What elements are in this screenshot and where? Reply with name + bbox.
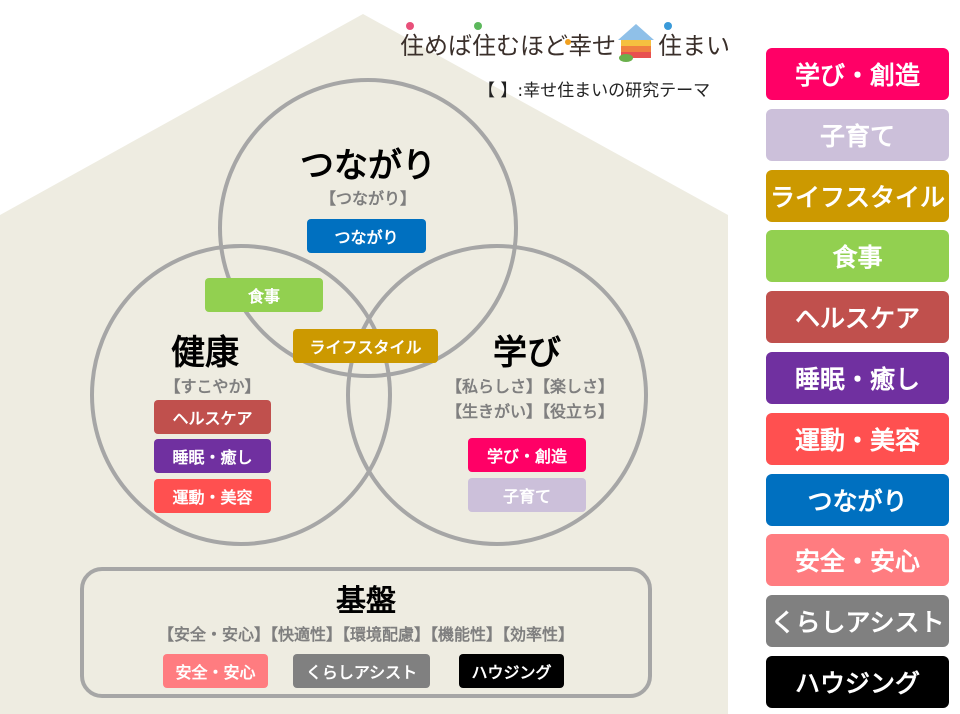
connection-title: つながり: [300, 146, 436, 186]
base-title: 基盤: [336, 584, 396, 619]
tag-sleep: 睡眠・癒し: [154, 439, 271, 473]
legend-item: 子育て: [766, 108, 949, 161]
legend-item: 学び・創造: [766, 48, 949, 100]
legend-item: 安全・安心: [766, 534, 949, 587]
tag-safety: 安全・安心: [163, 654, 268, 688]
connection-sub: 【つながり】: [319, 189, 416, 208]
tag-exercise: 運動・美容: [154, 479, 271, 513]
svg-text:住めば住むほど幸せ: 住めば住むほど幸せ: [400, 32, 616, 60]
base-box: [80, 567, 652, 698]
house-logo-icon: [618, 24, 654, 62]
legend-note: 【 】:幸せ住まいの研究テーマ: [478, 81, 711, 101]
legend-item: つながり: [766, 473, 949, 526]
base-sub: 【安全・安心】【快適性】【環境配慮】【機能性】【効率性】: [157, 625, 574, 644]
legend-item: 睡眠・癒し: [766, 352, 949, 404]
learning-sub1: 【私らしさ】【楽しさ】: [445, 377, 614, 396]
tag-food: 食事: [205, 278, 323, 312]
tag-life-assist: くらしアシスト: [293, 654, 430, 688]
house-shape: [0, 14, 728, 714]
legend-item: ライフスタイル: [766, 169, 949, 222]
circle-connection: [218, 78, 518, 378]
tag-connection: つながり: [307, 219, 426, 253]
circle-health: [90, 244, 392, 546]
tag-healthcare: ヘルスケア: [154, 400, 271, 434]
health-title: 健康: [171, 333, 239, 373]
health-sub: 【すこやか】: [164, 377, 261, 396]
learning-title: 学び: [493, 333, 561, 373]
legend-item: 運動・美容: [766, 412, 949, 465]
legend-item: ヘルスケア: [766, 291, 949, 344]
legend-item: くらしアシスト: [766, 595, 949, 648]
logo: 住めば住むほど幸せ 住まい: [400, 22, 730, 62]
tag-housing: ハウジング: [459, 654, 564, 688]
tag-lifestyle: ライフスタイル: [293, 329, 438, 363]
legend-item: ハウジング: [766, 656, 949, 708]
learning-sub2: 【生きがい】【役立ち】: [445, 402, 614, 421]
tag-learning-creation: 学び・創造: [468, 438, 586, 472]
circle-learning: [346, 244, 648, 546]
tag-childcare: 子育て: [468, 478, 586, 512]
legend-item: 食事: [766, 230, 949, 283]
svg-text:住まい: 住まい: [658, 32, 730, 60]
